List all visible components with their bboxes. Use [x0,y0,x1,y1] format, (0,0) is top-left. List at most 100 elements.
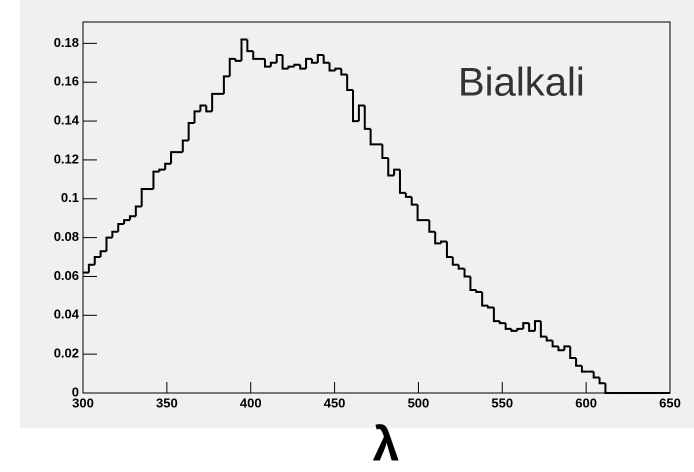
x-tick-label: 400 [240,395,262,410]
histogram-bin [305,57,312,69]
histogram-bin [445,241,453,259]
y-tick-label: 0.06 [54,268,79,283]
histogram-bin [111,230,119,238]
histogram-bin [528,323,535,332]
histogram-bin [205,105,213,113]
histogram-bin [457,264,465,270]
histogram-bin [340,68,348,76]
histogram-bin [140,188,148,207]
histogram-bin [475,290,483,293]
histogram-bin [287,65,295,69]
histogram-bin [440,240,447,244]
histogram-bin [346,74,354,91]
histogram-bin [469,276,477,292]
histogram-bin [211,92,219,112]
histogram-bin [387,157,395,177]
histogram-bin [164,162,172,170]
histogram-bin [299,64,307,70]
histogram-bin [93,256,101,265]
histogram-bin [334,67,342,71]
y-tick-label: 0.14 [54,113,80,128]
histogram-bin [269,61,277,67]
histogram-bin [410,196,418,206]
histogram-bin [481,291,489,307]
histogram-bin [533,320,541,331]
histogram-bin [381,144,389,159]
histogram-bin [252,51,260,60]
histogram-bin [310,58,318,64]
histogram-bin [551,340,559,348]
x-tick-label: 600 [575,395,597,410]
histogram-bin [463,268,471,278]
histogram-bin [404,192,412,198]
histogram-bin [170,151,177,164]
y-tick-label: 0.12 [54,151,79,166]
histogram-bin [152,170,160,190]
histogram-bin [545,336,553,342]
histogram-bin [228,57,236,77]
histogram-bin [557,346,565,352]
histogram-bin [240,38,248,61]
histogram-bin [123,219,130,225]
histogram-bin [275,54,283,63]
histogram-bin [575,358,582,367]
histogram-bin [293,63,301,67]
histogram-bin [99,250,107,258]
histogram-bin [316,54,324,63]
histogram-bin [105,236,113,252]
y-tick-label: 0.1 [61,190,79,205]
y-tick-label: 0.02 [54,346,79,361]
histogram-bin [246,39,254,53]
y-tick-label: 0.04 [54,307,80,322]
histogram-bin [522,322,530,329]
histogram-bin [181,139,189,153]
histogram-bin [222,75,230,94]
histogram-bin [199,104,207,112]
histogram-bin [598,377,606,385]
histogram-bin [539,321,547,338]
histogram-bin [87,263,95,273]
histogram-bin [434,231,442,245]
histogram-bin [193,110,201,124]
x-axis-label: λ [373,419,400,472]
histogram-bin [263,58,271,68]
histogram-bin [393,168,400,176]
histogram-bin [134,205,142,217]
histogram-bin [580,365,588,373]
histogram-bin [158,168,166,172]
histogram-bin [416,204,424,222]
histogram-bin [487,305,494,309]
y-tick-label: 0.16 [54,74,79,89]
y-tick-label: 0 [72,384,79,399]
histogram-bin [569,346,577,360]
x-tick-label: 550 [491,395,513,410]
histogram-bin [498,321,506,325]
histogram-bin [510,328,518,332]
y-tick-label: 0.08 [54,229,79,244]
histogram-bin [322,55,330,64]
histogram-bin [281,55,289,70]
histogram-bin [187,122,195,141]
x-tick-label: 650 [659,395,681,410]
histogram-bin [369,128,377,146]
histogram-bin [516,327,524,331]
x-tick-label: 450 [324,395,346,410]
histogram-bin [328,62,336,72]
histogram-bin [504,323,512,330]
histogram-bin [492,307,500,323]
x-tick-label: 350 [156,395,178,410]
histogram-bin [604,383,612,394]
x-tick-label: 500 [408,395,430,410]
frame [82,21,671,394]
histogram-bin [398,169,406,194]
histogram-bin [363,105,371,130]
histogram-bin [563,345,571,351]
histogram-bin [592,371,600,379]
annotation: Bialkali [458,61,585,105]
histogram-bin [117,223,125,232]
histogram-bin [234,58,242,62]
histogram-bin [357,104,365,122]
histogram-bin [428,220,436,233]
histogram-bin [352,89,359,123]
